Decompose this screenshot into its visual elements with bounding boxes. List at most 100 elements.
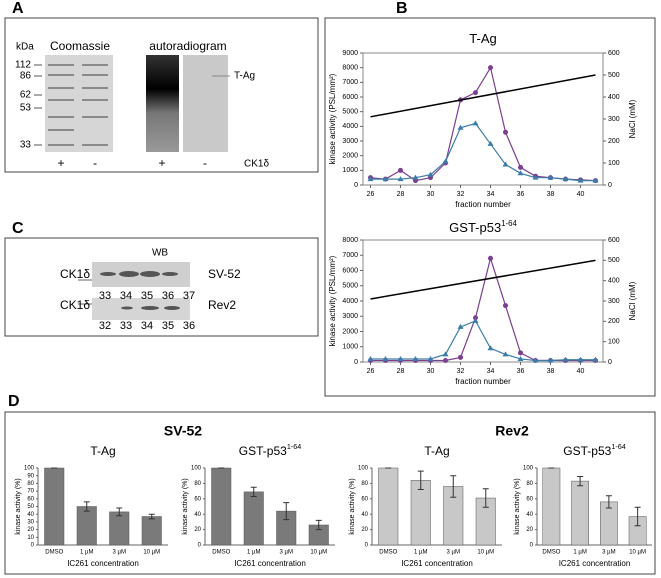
y-tick-label: 90 — [27, 473, 34, 479]
panel-c-frame — [4, 237, 319, 337]
fraction-label: 35 — [141, 290, 153, 302]
series-line — [370, 66, 596, 182]
fraction-label: 37 — [183, 290, 195, 302]
y-tick-label: 80 — [361, 481, 368, 487]
x-tick-label: 34 — [487, 191, 495, 198]
chart-title: T-Ag — [90, 444, 115, 458]
y-tick-label: 70 — [27, 489, 34, 495]
y-axis-label: kinase activity (PSL/mm²) — [328, 73, 337, 164]
x-axis-label: IC261 concentration — [559, 559, 631, 568]
point — [412, 174, 419, 180]
y-tick-label: 4000 — [342, 298, 358, 305]
x-tick-label: DMSO — [379, 550, 397, 556]
point — [412, 355, 419, 361]
panel-label: B — [396, 0, 408, 17]
panel-d-frame — [4, 411, 656, 575]
y-tick-label: 3000 — [342, 138, 358, 145]
group-title: SV-52 — [164, 423, 202, 439]
point — [443, 357, 448, 363]
point — [532, 174, 539, 180]
lane-label: CK1δ — [244, 159, 269, 170]
panel-label: D — [8, 393, 20, 410]
point — [502, 161, 509, 167]
bar — [378, 467, 399, 546]
series-line — [370, 122, 596, 182]
y2-tick-label: 600 — [608, 50, 620, 57]
title-text: T-Ag — [90, 444, 115, 458]
x-tick-label: 38 — [547, 191, 555, 198]
point — [517, 355, 524, 361]
x-tick-label: 3 µM — [113, 550, 126, 556]
autoradiogram-label: autoradiogram — [149, 39, 226, 53]
title-text: GST-p53 — [239, 444, 287, 458]
chart-title: GST-p531-64 — [563, 442, 625, 458]
point — [472, 120, 479, 126]
marker: 53 — [20, 103, 32, 114]
title-text: T-Ag — [424, 444, 449, 458]
title-superscript: 1-64 — [611, 442, 625, 451]
y-axis-label: kinase activity (%) — [182, 478, 189, 534]
y-tick-label: 0 — [530, 543, 534, 549]
plot-frame — [362, 239, 604, 363]
point — [503, 129, 508, 135]
bar — [542, 467, 561, 546]
y-tick-label: 80 — [526, 481, 533, 487]
cell-line: SV-52 — [208, 267, 241, 281]
x-tick-label: 1 µM — [573, 550, 586, 556]
point — [442, 158, 449, 164]
y-tick-label: 60 — [194, 496, 201, 502]
point — [398, 167, 403, 173]
x-tick-label: 3 µM — [280, 550, 293, 556]
y-tick-label: 7000 — [342, 79, 358, 86]
blot-images — [78, 262, 190, 320]
y2-tick-label: 300 — [608, 298, 620, 305]
y-tick-label: 100 — [24, 466, 35, 472]
bar — [571, 480, 589, 546]
y2-tick-label: 400 — [608, 94, 620, 101]
y2-tick-label: 100 — [608, 339, 620, 346]
x-tick-label: DMSO — [542, 550, 560, 556]
marker-title: kDa — [16, 42, 34, 53]
x-tick-label: 10 µM — [477, 550, 494, 556]
y2-tick-label: 0 — [608, 182, 612, 189]
cell-line: Rev2 — [208, 298, 236, 312]
y-tick-label: 50 — [27, 504, 34, 510]
point — [427, 355, 434, 361]
chart-title: GST-p531-64 — [449, 219, 517, 235]
blot-row-label: CK1δ — [60, 267, 90, 281]
point — [503, 303, 508, 309]
x-tick-label: 32 — [457, 191, 465, 198]
y-tick-label: 0 — [31, 543, 35, 549]
title-superscript: 1-64 — [287, 442, 301, 451]
x-tick-label: 26 — [367, 368, 375, 375]
x-axis-label: IC261 concentration — [234, 559, 306, 568]
bar — [109, 511, 130, 546]
x-tick-label: 36 — [517, 191, 525, 198]
point — [517, 170, 524, 176]
y-axis-label: kinase activity (%) — [349, 478, 356, 534]
y-axis-label: kinase activity (%) — [514, 478, 521, 534]
fraction-label: 36 — [183, 320, 195, 332]
x-tick-label: 28 — [397, 368, 405, 375]
y-tick-label: 8000 — [342, 237, 358, 244]
y-tick-label: 4000 — [342, 123, 358, 130]
x-tick-label: 10 µM — [143, 550, 160, 556]
bar — [141, 516, 162, 546]
error-bar — [577, 475, 584, 487]
y-tick-label: 0 — [365, 543, 369, 549]
point — [562, 356, 569, 362]
x-tick-label: DMSO — [45, 550, 63, 556]
error-bar — [83, 501, 90, 512]
x-tick-label: 28 — [397, 191, 405, 198]
point — [458, 354, 463, 360]
title-text: T-Ag — [469, 31, 496, 46]
y-tick-label: 40 — [526, 512, 533, 518]
panel-label: A — [12, 0, 24, 17]
y2-tick-label: 500 — [608, 257, 620, 264]
point — [397, 176, 404, 182]
x-tick-label: 40 — [577, 368, 585, 375]
y2-tick-label: 0 — [608, 359, 612, 366]
bar — [44, 467, 65, 546]
point — [562, 176, 569, 182]
